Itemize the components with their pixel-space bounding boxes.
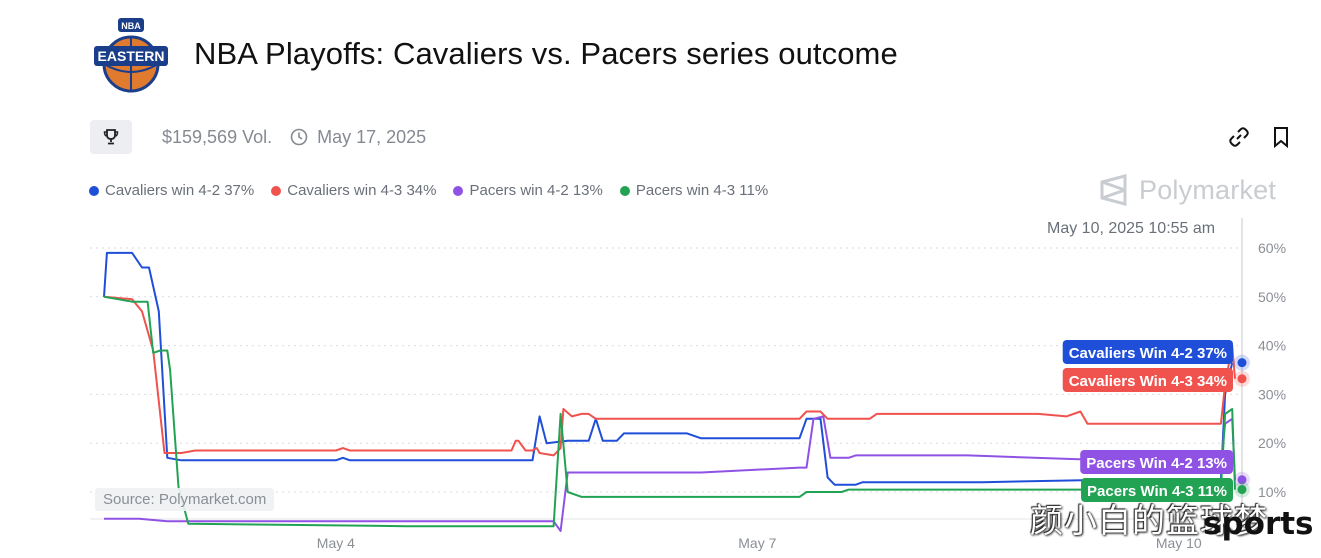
legend-item[interactable]: Cavaliers win 4-2 37% (89, 182, 254, 199)
legend-dot (619, 185, 630, 196)
chart-legend: Cavaliers win 4-2 37% Cavaliers win 4-3 3… (89, 182, 785, 199)
logo-banner (94, 46, 168, 66)
page-title: NBA Playoffs: Cavaliers vs. Pacers serie… (194, 36, 898, 71)
end-label-text: Pacers Win 4-2 13% (1086, 455, 1227, 472)
polymarket-brand: Polymarket (1099, 174, 1276, 206)
bookmark-icon[interactable] (1269, 125, 1293, 149)
market-meta: $159,569 Vol. May 17, 2025 (90, 120, 426, 154)
trophy-button[interactable] (90, 120, 132, 154)
end-label-bg (1081, 478, 1233, 502)
y-tick-label: 60% (1258, 240, 1286, 256)
logo-badge-text: NBA (121, 21, 141, 31)
series-line (103, 295, 1236, 457)
end-label-text: Cavaliers Win 4-3 34% (1069, 373, 1227, 390)
eastern-conference-logo: NBA EASTERN (94, 18, 168, 93)
source-label: Source: Polymarket.com (95, 488, 275, 511)
volume-text: $159,569 Vol. (162, 126, 273, 147)
hover-timestamp: May 10, 2025 10:55 am (1047, 220, 1216, 237)
series-line (103, 251, 1234, 486)
legend-label: Pacers win 4-2 13% (469, 182, 603, 199)
polymarket-logo-icon (1100, 174, 1127, 206)
end-label-bg (1062, 368, 1233, 392)
y-tick-label: 10% (1258, 484, 1286, 500)
legend-label: Cavaliers win 4-2 37% (105, 182, 255, 199)
y-tick-label: 50% (1258, 289, 1286, 305)
end-dot (1237, 475, 1247, 485)
y-tick-label: 20% (1258, 435, 1286, 451)
watermark-cn: 颜小白的篮球梦 (1030, 501, 1268, 540)
clock-icon (290, 128, 308, 146)
y-tick-label: 40% (1258, 338, 1286, 354)
legend-label: Pacers win 4-3 11% (635, 182, 769, 199)
series-line (103, 295, 1236, 528)
end-date-text: May 17, 2025 (317, 126, 427, 147)
end-label-text: Cavaliers Win 4-2 37% (1069, 345, 1227, 362)
legend-dot (453, 185, 464, 196)
logo-badge-bg (118, 18, 144, 32)
x-tick-label: May 4 (317, 535, 355, 551)
watermark-sports: sports (1203, 506, 1314, 542)
link-icon[interactable] (1227, 125, 1251, 149)
trophy-icon (103, 129, 119, 145)
y-tick-label: 30% (1258, 386, 1286, 402)
x-tick-label: May 7 (738, 535, 776, 551)
end-dot (1237, 485, 1247, 495)
end-label-bg (1062, 340, 1233, 364)
end-label-bg (1080, 450, 1233, 474)
legend-item[interactable]: Pacers win 4-2 13% (453, 182, 603, 199)
end-label-text: Pacers Win 4-3 11% (1087, 483, 1227, 500)
x-tick-label: May 10 (1156, 535, 1202, 551)
legend-dot (89, 185, 99, 196)
end-dot (1237, 358, 1247, 368)
legend-item[interactable]: Pacers win 4-3 11% (619, 182, 769, 199)
end-dot (1237, 374, 1247, 384)
legend-item[interactable]: Cavaliers win 4-3 34% (271, 182, 436, 199)
legend-label: Cavaliers win 4-3 34% (287, 182, 437, 199)
brand-name: Polymarket (1139, 174, 1277, 205)
legend-dot (271, 185, 282, 196)
logo-text: EASTERN (98, 48, 165, 64)
